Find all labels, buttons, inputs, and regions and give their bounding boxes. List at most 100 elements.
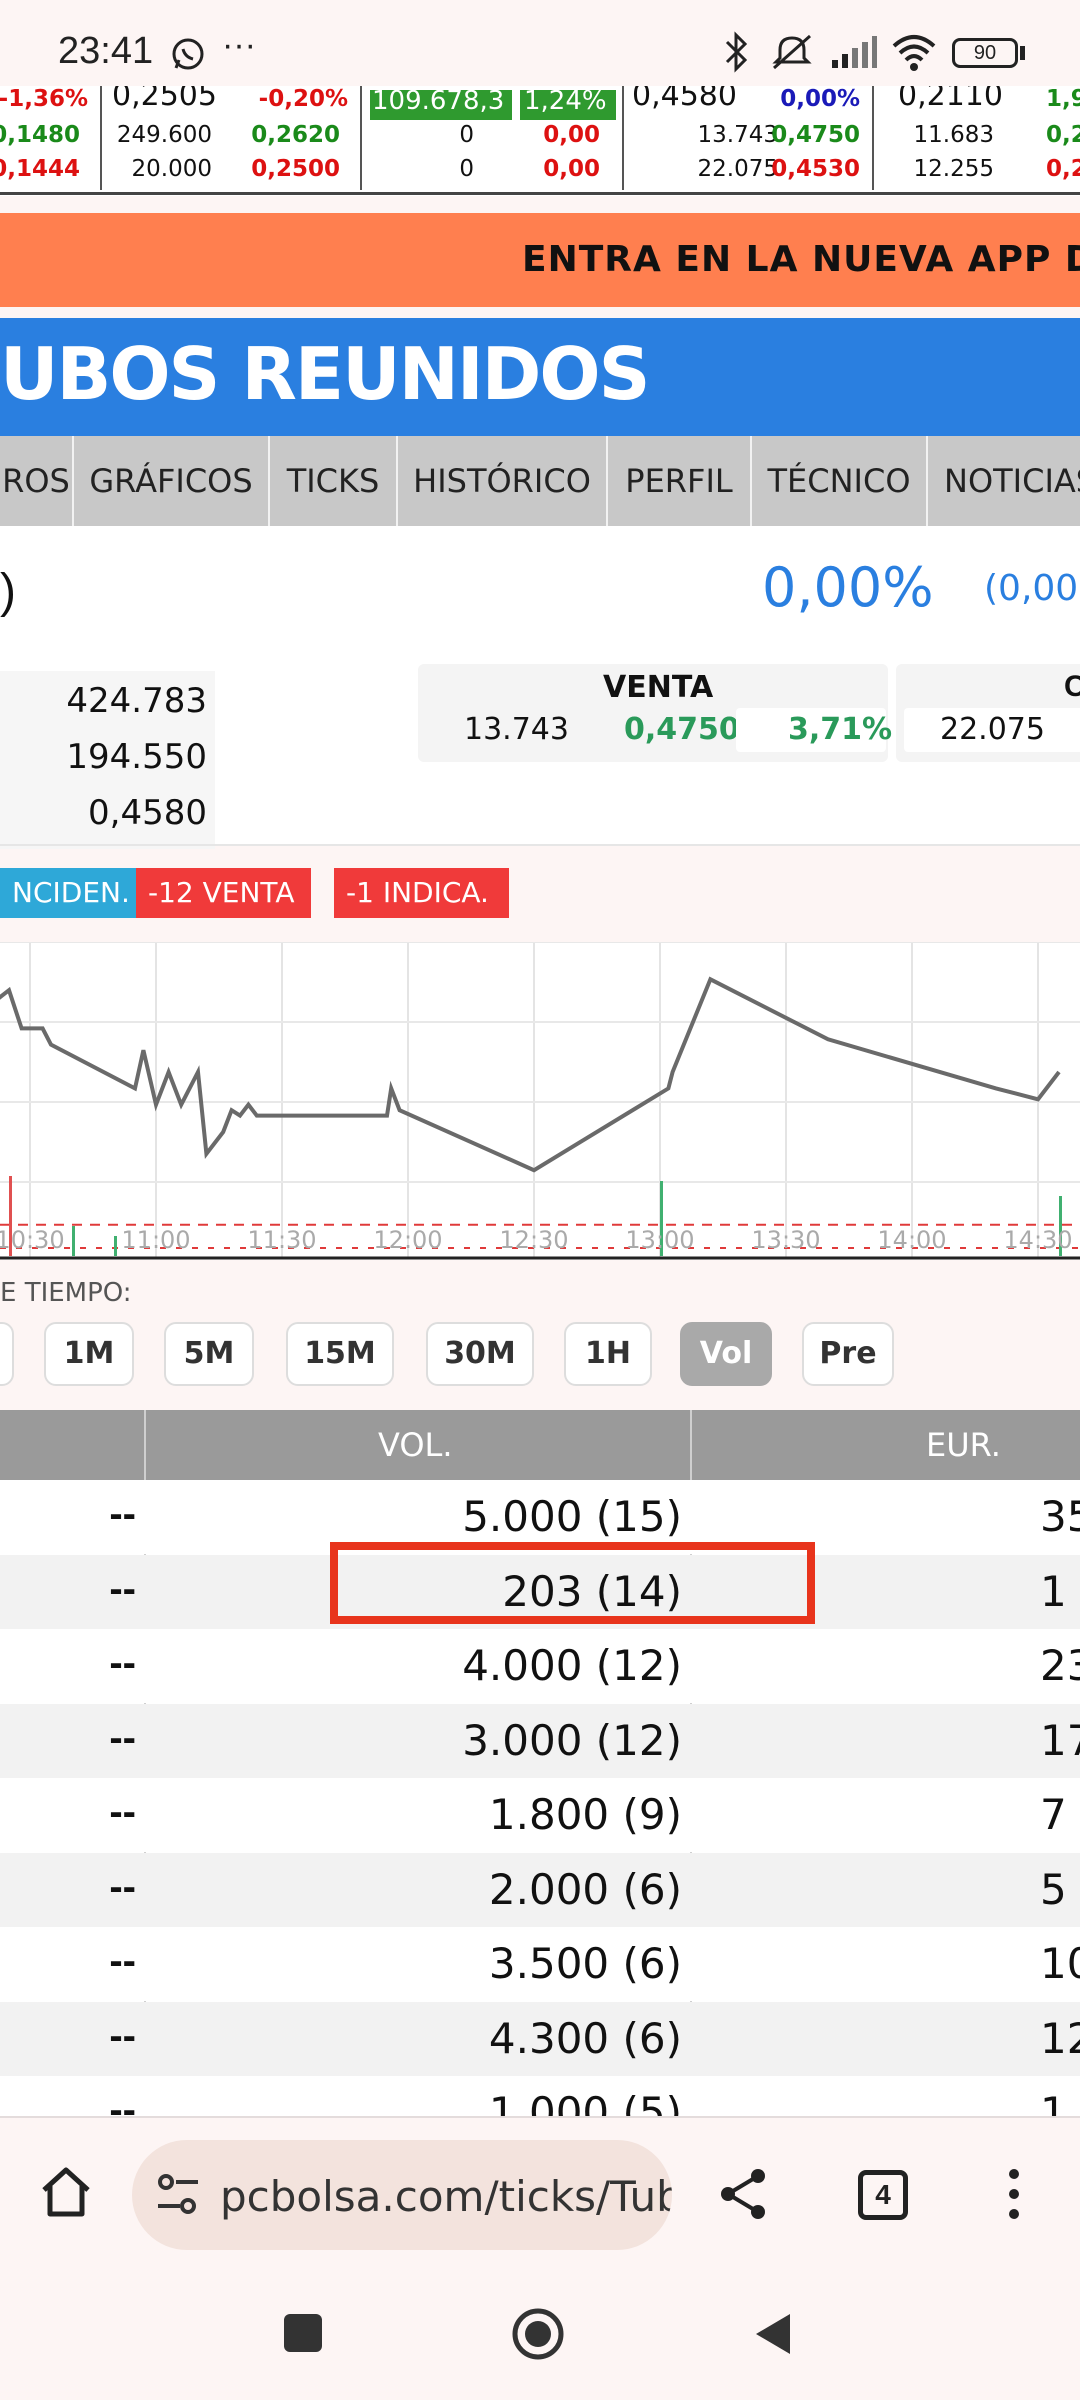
intraday-chart[interactable]: 10:30 11:00 11:30 12:00 12:30 13:00 13:30 14:00… bbox=[0, 942, 1080, 1260]
tab-graficos[interactable]: GRÁFICOS bbox=[74, 436, 270, 526]
venta-pct-pill bbox=[736, 708, 886, 752]
signal-icon bbox=[832, 36, 877, 68]
volume-table[interactable]: VOL. EUR. -- 5.000 (15) 35 -- 203 (14) 1 -- 4.0… bbox=[0, 1410, 1080, 2116]
session-stats: 424.783 194.550 0,4580 bbox=[0, 671, 215, 849]
url-bar[interactable]: pcbolsa.com/ticks/Tub bbox=[132, 2140, 672, 2250]
ticker-value: 0,00% bbox=[780, 86, 860, 112]
table-cell-c1: -- bbox=[109, 1790, 136, 1834]
table-cell-c3: 5 bbox=[1040, 1864, 1067, 1914]
table-cell-c3: 35 bbox=[1040, 1492, 1080, 1541]
table-row[interactable]: -- 5.000 (15) 35 bbox=[0, 1480, 1080, 1554]
ticker-value: 13.743 bbox=[697, 122, 778, 148]
interval-30m[interactable]: 30M bbox=[426, 1322, 534, 1386]
ticker-value: 0,2500 bbox=[251, 156, 340, 182]
tab-perfil[interactable]: PERFIL bbox=[608, 436, 752, 526]
home-icon[interactable] bbox=[38, 2164, 94, 2220]
volume-bar bbox=[114, 1236, 117, 1256]
badge-venta[interactable]: -12 VENTA bbox=[136, 868, 311, 918]
highlight-box bbox=[330, 1542, 815, 1624]
table-cell-c1: -- bbox=[109, 1939, 136, 1983]
table-cell-c1: -- bbox=[109, 2013, 136, 2058]
interval-1m[interactable]: 1M bbox=[44, 1322, 134, 1386]
x-tick-label: 14:00 bbox=[877, 1226, 946, 1254]
ticker-highlight bbox=[370, 90, 512, 120]
interval-5m[interactable]: 5M bbox=[164, 1322, 254, 1386]
ticker-value: 249.600 bbox=[116, 122, 212, 148]
chart-grid bbox=[0, 942, 1080, 1258]
table-row[interactable]: -- 2.000 (6) 5 bbox=[0, 1852, 1080, 1927]
ticker-value: 11.683 bbox=[913, 122, 994, 148]
ticker-value: 0 bbox=[459, 122, 474, 148]
table-cell-c2: 2.000 (6) bbox=[488, 1864, 682, 1914]
x-tick-label: 13:30 bbox=[751, 1226, 820, 1254]
ticker-strip[interactable]: -1,36% 0,1480 0,1444 0,2505 249.600 20.0… bbox=[0, 86, 1080, 196]
ticker-highlight bbox=[520, 90, 616, 120]
last-price-partial: ) bbox=[0, 565, 16, 618]
ticker-value: 109.678,3 bbox=[372, 86, 505, 116]
table-row[interactable]: -- 4.300 (6) 12 bbox=[0, 2001, 1080, 2076]
table-row[interactable]: -- 4.000 (12) 23 bbox=[0, 1629, 1080, 1703]
interval-pre[interactable]: Pre bbox=[802, 1322, 894, 1386]
x-tick-label: 12:30 bbox=[499, 1226, 568, 1254]
tabs-icon[interactable]: 4 bbox=[858, 2170, 908, 2220]
clock: 23:41 bbox=[58, 30, 154, 72]
interval-button[interactable] bbox=[0, 1322, 14, 1386]
change-absolute: (0,000 bbox=[984, 568, 1080, 609]
home-nav-button[interactable] bbox=[510, 2306, 566, 2362]
table-cell-c2: 3.500 (6) bbox=[488, 1939, 682, 1988]
header-eur[interactable]: EUR. bbox=[926, 1426, 1001, 1464]
ticker-value: 0,4580 bbox=[632, 86, 737, 113]
interval-label: E TIEMPO: bbox=[0, 1278, 132, 1308]
menu-icon[interactable] bbox=[1000, 2166, 1028, 2222]
venta-label: VENTA bbox=[603, 670, 714, 705]
tab-noticias[interactable]: NOTICIAS bbox=[928, 436, 1080, 526]
ticker-separator bbox=[872, 86, 874, 190]
badge-indicadores[interactable]: -1 INDICA. bbox=[334, 868, 509, 918]
interval-1h[interactable]: 1H bbox=[564, 1322, 652, 1386]
site-settings-icon[interactable] bbox=[154, 2172, 202, 2218]
status-bar: 23:41 ··· 90 bbox=[0, 0, 1080, 90]
url-text: pcbolsa.com/ticks/Tub bbox=[220, 2172, 672, 2221]
tab-ros[interactable]: ROS bbox=[0, 436, 74, 526]
header-vol[interactable]: VOL. bbox=[378, 1426, 453, 1464]
stat-value: 194.550 bbox=[66, 737, 207, 777]
table-row[interactable]: -- 1.000 (5) 1 bbox=[0, 2076, 1080, 2116]
x-tick-label: 11:00 bbox=[121, 1226, 190, 1254]
chart-volume-bars bbox=[9, 1176, 1062, 1256]
recents-button[interactable] bbox=[284, 2314, 322, 2352]
table-row[interactable]: -- 3.000 (12) 17 bbox=[0, 1703, 1080, 1778]
promo-banner[interactable]: ENTRA EN LA NUEVA APP DE PC bbox=[0, 213, 1080, 307]
x-tick-label: 13:00 bbox=[625, 1226, 694, 1254]
table-cell-c2: 1.000 (5) bbox=[488, 2088, 682, 2116]
ticker-value: 0,4750 bbox=[771, 122, 860, 148]
venta-volume: 13.743 bbox=[464, 712, 569, 747]
bluetooth-icon bbox=[725, 31, 748, 73]
table-row[interactable]: -- 3.500 (6) 10 bbox=[0, 1927, 1080, 2001]
tab-ticks[interactable]: TICKS bbox=[270, 436, 398, 526]
table-row[interactable]: -- 1.800 (9) 7 bbox=[0, 1778, 1080, 1852]
table-cell-c2: 5.000 (15) bbox=[462, 1492, 682, 1541]
tab-tecnico[interactable]: TÉCNICO bbox=[752, 436, 928, 526]
share-icon[interactable] bbox=[716, 2166, 772, 2222]
ticker-value: 0,1480 bbox=[0, 122, 80, 148]
table-cell-c3: 12 bbox=[1040, 2013, 1080, 2063]
table-cell-c1: -- bbox=[109, 1641, 136, 1685]
compra-volume: 22.075 bbox=[940, 712, 1045, 747]
compra-label: C bbox=[1064, 670, 1080, 703]
ticker-separator bbox=[622, 86, 624, 190]
company-header: UBOS REUNIDOS bbox=[0, 318, 1080, 436]
ticker-value: 0,00 bbox=[543, 156, 600, 182]
tab-historico[interactable]: HISTÓRICO bbox=[398, 436, 608, 526]
table-cell-c2: 3.000 (12) bbox=[462, 1715, 682, 1765]
interval-vol[interactable]: Vol bbox=[680, 1322, 772, 1386]
ticker-value: -0,20% bbox=[258, 86, 348, 112]
table-header: VOL. EUR. bbox=[0, 1410, 1080, 1480]
back-button[interactable] bbox=[750, 2310, 794, 2358]
table-cell-c3: 23 bbox=[1040, 1641, 1080, 1690]
interval-15m[interactable]: 15M bbox=[286, 1322, 394, 1386]
compra-pill bbox=[904, 708, 1080, 752]
ticker-value: 0,2110 bbox=[898, 86, 1003, 113]
badge-coincidencias[interactable]: NCIDEN. bbox=[0, 868, 142, 918]
ticker-value: 0,00 bbox=[543, 122, 600, 148]
venta-price: 0,4750 bbox=[624, 712, 740, 747]
